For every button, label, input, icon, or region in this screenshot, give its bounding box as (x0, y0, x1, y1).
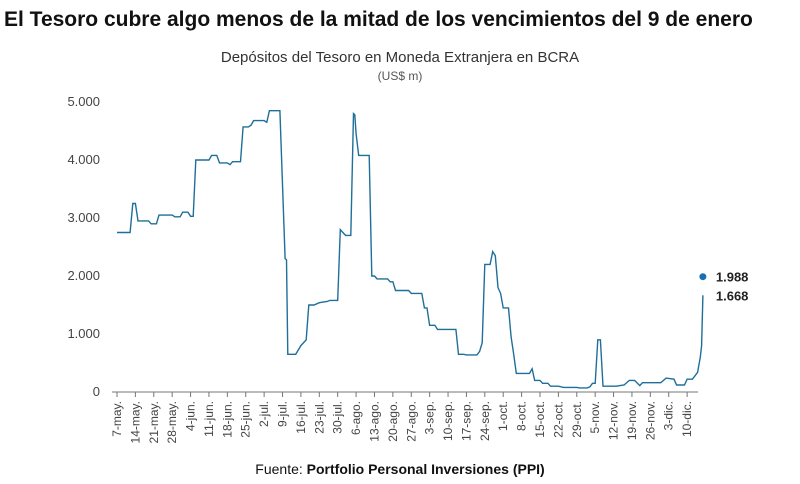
y-axis-ticks: 0 1.000 2.000 3.000 4.000 5.000 (67, 94, 100, 399)
y-tick-label: 4.000 (67, 152, 100, 167)
x-tick-label: 14-may. (128, 401, 142, 443)
annotations: 1.988 1.668 (699, 270, 749, 303)
headline: El Tesoro cubre algo menos de la mitad d… (4, 8, 753, 31)
x-tick-label: 29-oct. (570, 401, 584, 438)
x-tick-label: 18-jun. (220, 401, 234, 438)
x-tick-label: 30-jul. (331, 401, 345, 434)
chart-subtitle: (US$ m) (377, 69, 423, 83)
x-tick-label: 3-sep. (423, 401, 437, 434)
y-tick-label: 0 (93, 384, 100, 399)
x-tick-label: 26-nov. (643, 401, 657, 440)
series-line (117, 110, 704, 389)
x-tick-label: 15-oct. (533, 401, 547, 438)
x-tick-label: 20-ago. (386, 401, 400, 442)
x-tick-label: 13-ago. (367, 401, 381, 442)
x-tick-label: 3-dic. (662, 401, 676, 430)
x-tick-label: 5-nov. (588, 401, 602, 433)
x-tick-label: 2-jul. (257, 401, 271, 427)
x-tick-label: 11-jun. (202, 401, 216, 437)
x-tick-label: 12-nov. (607, 401, 621, 440)
x-tick-label: 6-ago. (349, 401, 363, 435)
x-tick-label: 4-jun. (184, 401, 198, 431)
source-label: Fuente: (255, 461, 307, 477)
y-tick-label: 2.000 (67, 268, 100, 283)
annotation-label: 1.988 (716, 270, 749, 285)
chart-title: Depósitos del Tesoro en Moneda Extranjer… (220, 49, 580, 66)
x-tick-label: 23-jul. (312, 401, 326, 434)
x-tick-label: 22-oct. (551, 401, 565, 438)
annotation-dot (699, 273, 707, 281)
x-tick-label: 16-jul. (294, 401, 308, 434)
y-tick-label: 5.000 (67, 94, 100, 109)
x-tick-label: 28-may. (165, 401, 179, 443)
x-tick-label: 21-may. (147, 401, 161, 443)
x-tick-label: 25-jun. (239, 401, 253, 438)
y-tick-label: 3.000 (67, 210, 100, 225)
x-tick-label: 9-jul. (276, 401, 290, 427)
x-tick-label: 27-ago. (404, 401, 418, 442)
x-axis-ticks: 7-may. 14-may. 21-may. 28-may. 4-jun. 11-jun.… (110, 392, 694, 443)
x-tick-label: 8-oct. (515, 401, 529, 431)
x-tick-label: 7-may. (110, 401, 124, 437)
source-name: Portfolio Personal Inversiones (PPI) (306, 461, 545, 477)
annotation-label: 1.668 (716, 288, 749, 303)
x-tick-label: 10-dic. (680, 401, 694, 437)
x-tick-label: 24-sep. (478, 401, 492, 441)
source-note: Fuente: Portfolio Personal Inversiones (… (0, 461, 800, 477)
y-tick-label: 1.000 (67, 326, 100, 341)
x-tick-label: 10-sep. (441, 401, 455, 441)
x-tick-label: 17-sep. (459, 401, 473, 441)
x-tick-label: 1-oct. (496, 401, 510, 431)
x-tick-label: 19-nov. (625, 401, 639, 440)
